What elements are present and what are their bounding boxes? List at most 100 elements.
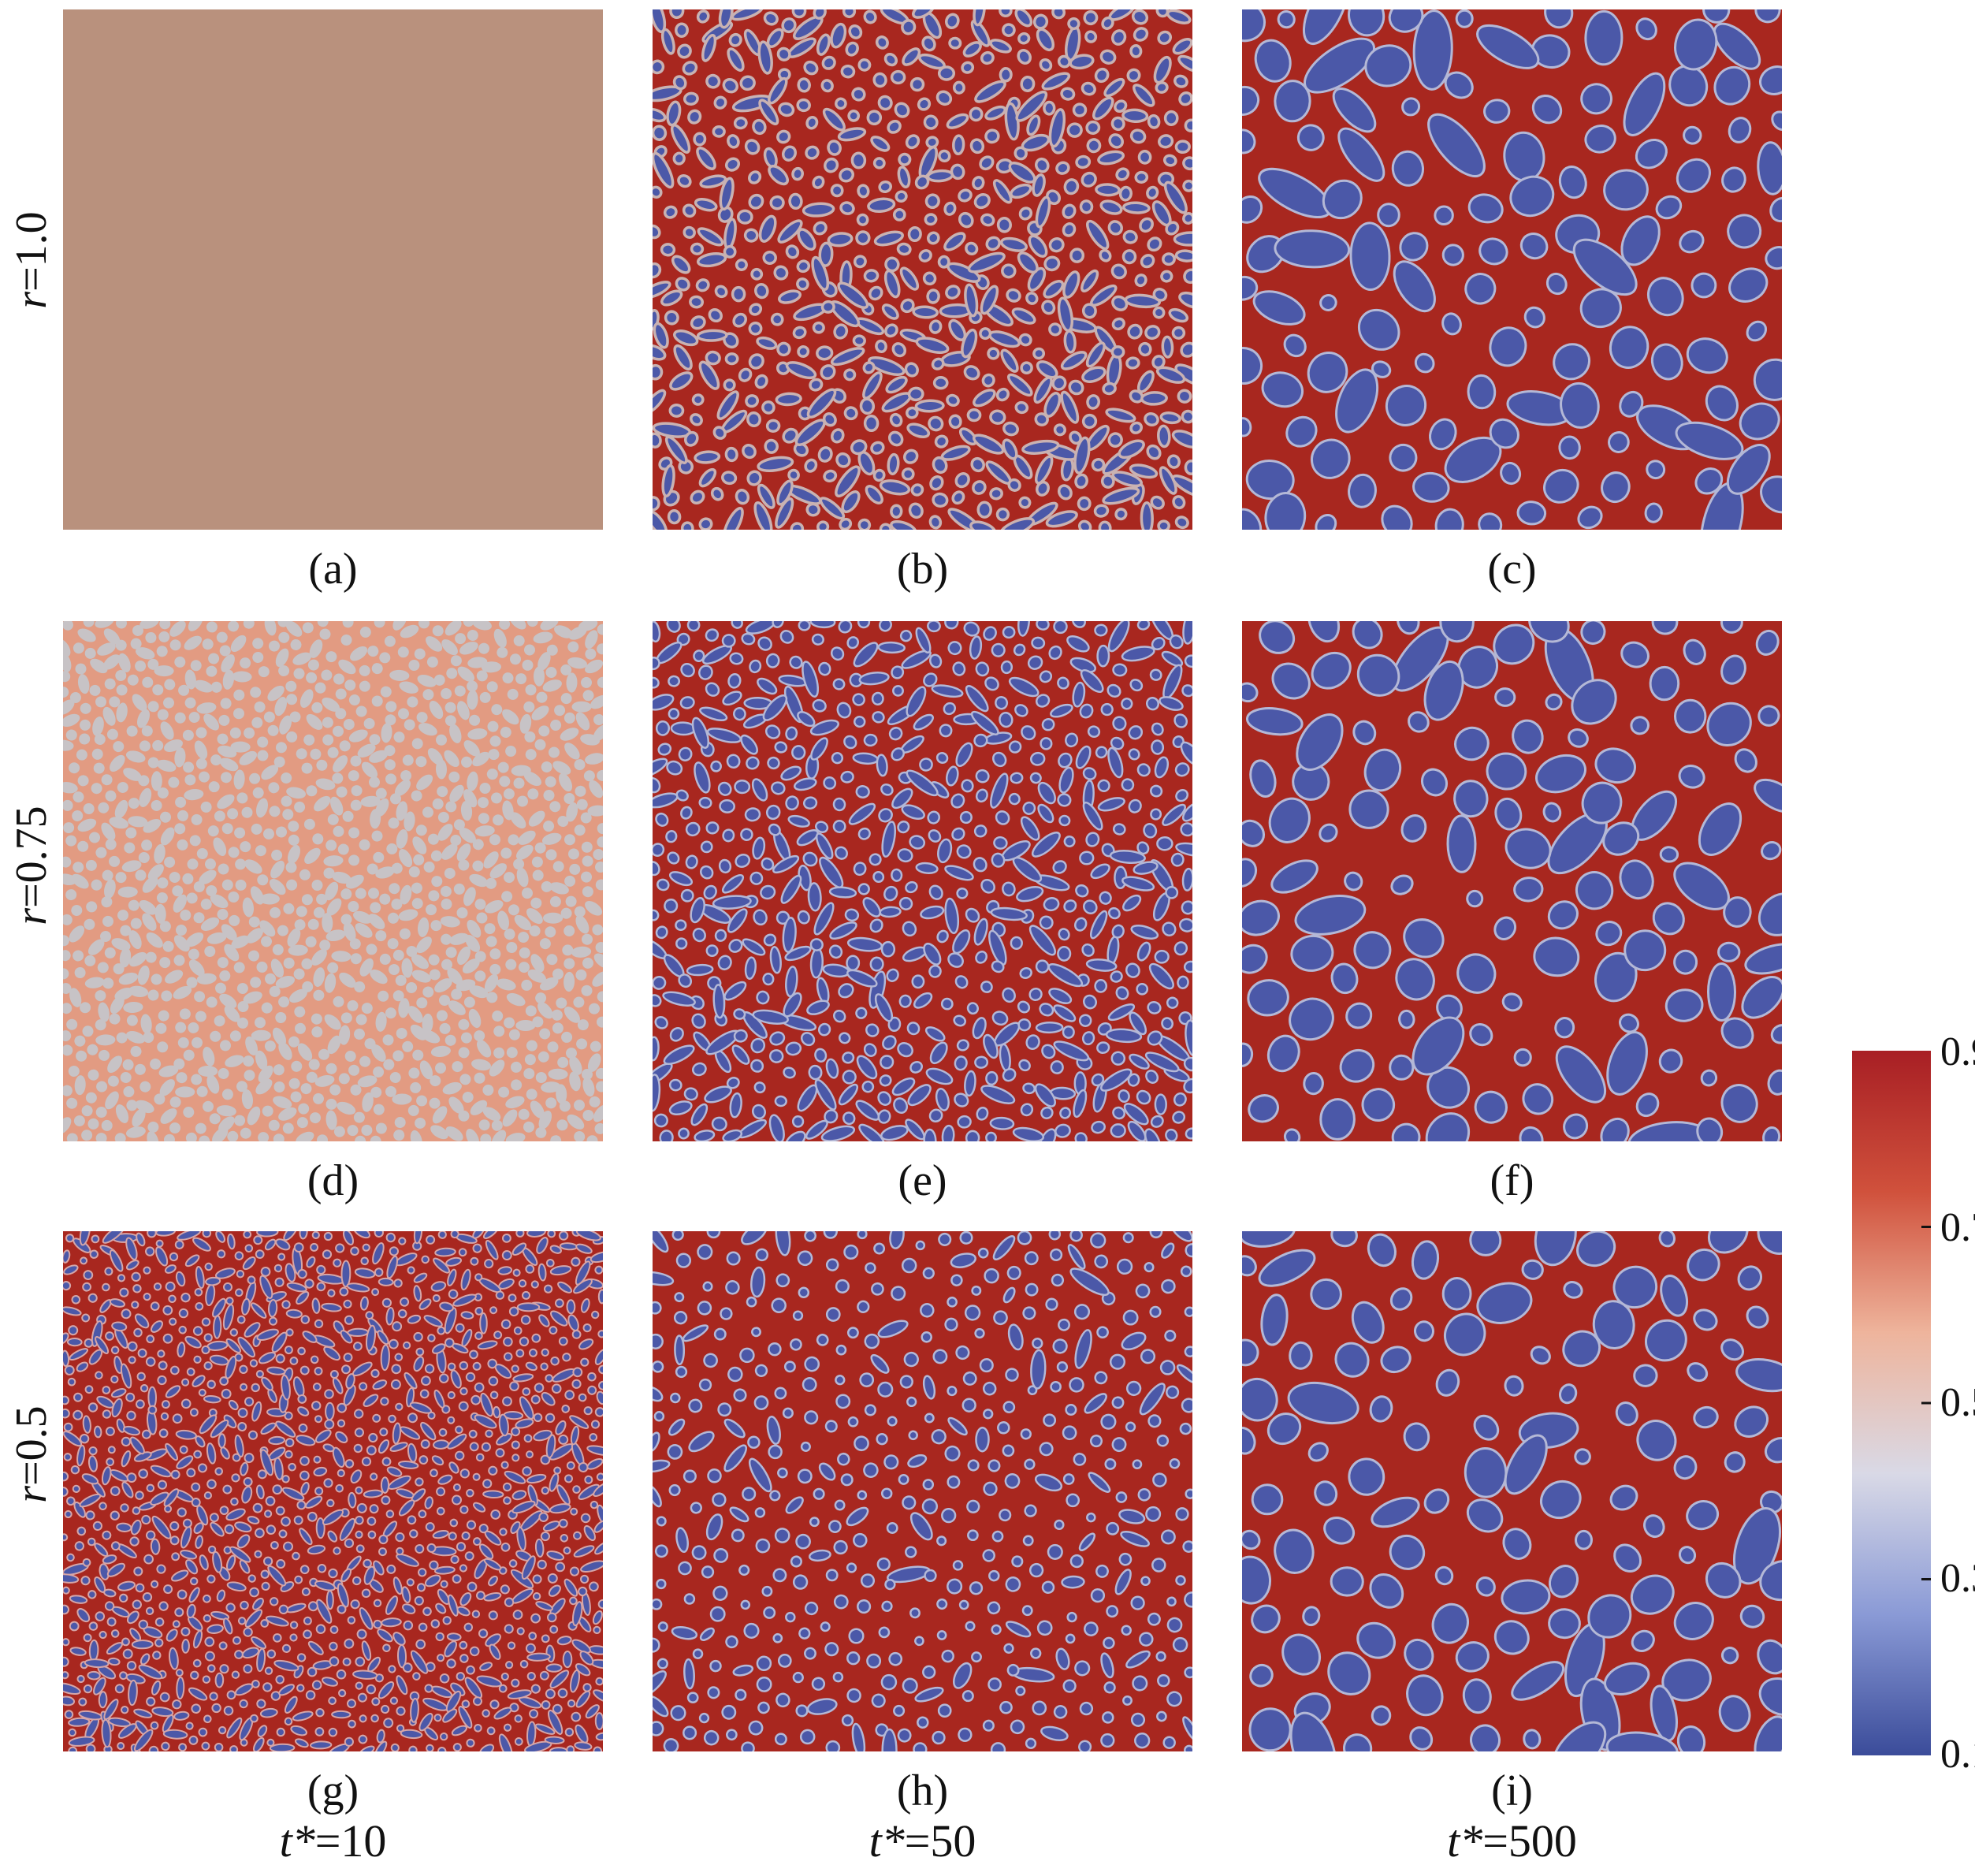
droplet <box>125 1392 136 1402</box>
droplet <box>530 1394 541 1405</box>
droplet <box>964 1070 976 1097</box>
droplet <box>543 912 563 924</box>
droplet <box>857 827 871 840</box>
droplet <box>359 627 371 638</box>
droplet <box>189 1408 199 1417</box>
droplet <box>451 988 463 1000</box>
droplet <box>797 1468 813 1484</box>
droplet <box>284 1346 293 1355</box>
droplet <box>888 727 903 741</box>
droplet <box>327 813 339 825</box>
droplet <box>214 1267 236 1279</box>
droplet <box>811 1677 826 1691</box>
droplet <box>81 1473 99 1485</box>
droplet <box>524 1054 536 1066</box>
droplet <box>795 1704 809 1718</box>
droplet <box>314 795 331 812</box>
droplet <box>972 480 987 495</box>
droplet <box>1074 1329 1092 1369</box>
droplet <box>397 1308 407 1319</box>
droplet <box>1095 183 1121 197</box>
droplet <box>514 914 532 931</box>
droplet <box>178 684 190 696</box>
droplet <box>1011 307 1036 325</box>
droplet <box>444 702 456 713</box>
droplet <box>255 1249 265 1260</box>
droplet <box>244 1244 254 1253</box>
droplet <box>173 894 187 913</box>
droplet <box>458 1401 469 1412</box>
droplet <box>452 1574 462 1584</box>
droplet <box>275 1420 296 1438</box>
droplet <box>693 132 707 147</box>
droplet <box>597 1016 603 1028</box>
droplet <box>872 157 886 169</box>
droplet <box>276 742 288 754</box>
droplet <box>292 1551 300 1561</box>
droplet <box>549 1265 572 1276</box>
droplet <box>120 1072 132 1083</box>
droplet <box>269 879 286 895</box>
droplet <box>1178 91 1192 106</box>
droplet <box>653 909 660 921</box>
droplet <box>1635 1092 1660 1118</box>
droplet <box>293 968 305 980</box>
droplet <box>1140 1576 1151 1587</box>
droplet <box>301 1587 311 1596</box>
droplet <box>373 1560 385 1576</box>
droplet <box>176 925 187 936</box>
droplet <box>671 1625 698 1640</box>
droplet <box>909 1607 921 1619</box>
droplet <box>102 1409 112 1419</box>
droplet <box>477 1040 492 1058</box>
droplet <box>969 635 983 660</box>
droplet <box>1242 1529 1261 1550</box>
droplet <box>508 1559 518 1568</box>
droplet <box>410 1081 422 1093</box>
droplet <box>768 76 788 105</box>
droplet <box>1483 99 1511 124</box>
droplet <box>203 713 219 731</box>
droplet <box>350 1084 362 1096</box>
droplet <box>272 1484 283 1495</box>
droplet <box>254 1528 265 1539</box>
droplet <box>589 1096 601 1107</box>
droplet <box>563 1007 580 1023</box>
droplet <box>504 1661 514 1669</box>
droplet <box>558 1434 569 1445</box>
colorbar-tick-0.5: 0.5 <box>1940 1380 1975 1425</box>
droplet <box>174 1240 184 1249</box>
droplet <box>470 1256 479 1266</box>
droplet <box>192 1237 211 1252</box>
droplet <box>705 682 720 697</box>
droplet <box>483 851 499 869</box>
droplet <box>672 75 687 91</box>
droplet <box>87 1069 99 1081</box>
droplet <box>216 631 228 643</box>
droplet <box>418 723 437 736</box>
droplet <box>265 1615 289 1627</box>
droplet <box>1687 1248 1720 1282</box>
droplet <box>962 1371 977 1386</box>
droplet <box>1242 819 1266 847</box>
droplet <box>703 1353 718 1368</box>
droplet <box>459 1640 468 1650</box>
droplet <box>247 1106 261 1126</box>
droplet <box>591 1310 600 1320</box>
droplet <box>675 1365 688 1379</box>
droplet <box>448 1096 464 1114</box>
droplet <box>904 362 919 378</box>
droplet <box>69 762 80 774</box>
droplet <box>1008 792 1021 806</box>
droplet <box>552 968 563 980</box>
droplet <box>263 828 274 839</box>
droplet <box>64 1710 74 1719</box>
droplet <box>1771 110 1782 132</box>
droplet <box>797 910 810 925</box>
droplet <box>999 236 1028 252</box>
droplet <box>1436 994 1463 1022</box>
droplet <box>1242 275 1259 301</box>
droplet <box>233 689 245 701</box>
droplet <box>206 665 218 677</box>
droplet <box>73 1501 86 1518</box>
